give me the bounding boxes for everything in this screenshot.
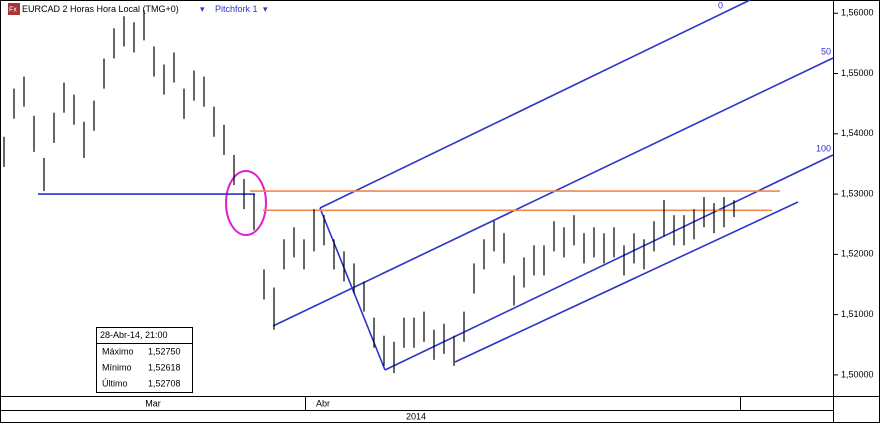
y-tick-label: 1,50000 <box>841 369 874 379</box>
info-box-frame <box>96 327 193 393</box>
pitchfork-line <box>319 0 751 209</box>
dropdown-arrow[interactable]: ▾ <box>263 4 268 14</box>
highlight-ellipse <box>225 170 267 236</box>
month-label: Abr <box>316 398 330 408</box>
info-datetime: 28-Abr-14, 21:00 <box>100 330 168 340</box>
info-label: Mínimo <box>102 362 132 372</box>
symbol-icon-text: Fx <box>9 6 17 13</box>
dropdown-arrow[interactable]: ▾ <box>200 4 205 14</box>
y-tick-label: 1,51000 <box>841 309 874 319</box>
info-value: 1,52708 <box>148 378 181 388</box>
pitchfork-line <box>272 57 834 327</box>
pitchfork-label: 50 <box>821 46 831 56</box>
info-value: 1,52618 <box>148 362 181 372</box>
info-label: Máximo <box>102 346 134 356</box>
y-tick-label: 1,52000 <box>841 249 874 259</box>
pitchfork-line <box>454 201 799 363</box>
info-value: 1,52750 <box>148 346 181 356</box>
y-tick-label: 1,54000 <box>841 128 874 138</box>
month-label: Mar <box>145 398 161 408</box>
chart-title[interactable]: EURCAD 2 Horas Hora Local (TMG+0) <box>22 4 179 14</box>
y-tick-label: 1,56000 <box>841 8 874 18</box>
y-tick-label: 1,55000 <box>841 68 874 78</box>
pitchfork-label: 100 <box>816 143 831 153</box>
year-label: 2014 <box>406 411 426 421</box>
pitchfork-label: 0 <box>718 0 723 10</box>
symbol-icon <box>8 3 20 15</box>
info-box: 28-Abr-14, 21:00 Máximo 1,52750 Mínimo 1… <box>96 327 193 393</box>
study-name[interactable]: Pitchfork 1 <box>215 4 258 14</box>
y-tick-label: 1,53000 <box>841 188 874 198</box>
info-label: Último <box>102 378 128 388</box>
